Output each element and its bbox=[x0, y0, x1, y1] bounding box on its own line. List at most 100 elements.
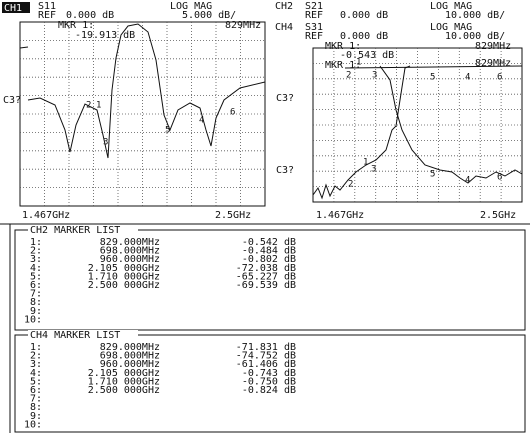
marker: 1 bbox=[356, 58, 361, 68]
marker: 5 bbox=[430, 73, 435, 83]
start-freq: 1.467GHz bbox=[22, 210, 70, 221]
scale: 5.000 dB/ bbox=[182, 10, 236, 21]
stop-freq: 2.5GHz bbox=[215, 210, 251, 221]
row-freq: 1.710 000GHz bbox=[88, 376, 160, 387]
channel: CH1 bbox=[4, 3, 22, 14]
row-freq: 698.000MHz bbox=[100, 351, 160, 362]
row-index: 2: bbox=[30, 351, 42, 362]
start-freq: 1.467GHz bbox=[316, 210, 364, 221]
row-index: 8: bbox=[30, 297, 42, 308]
marker-value: -19.913 dB bbox=[75, 30, 135, 41]
list-title: CH2 MARKER LIST bbox=[30, 225, 120, 236]
title-bg bbox=[28, 225, 138, 235]
format: LOG MAG bbox=[170, 1, 212, 12]
row-index: 4: bbox=[30, 263, 42, 274]
marker: 3 bbox=[372, 71, 377, 81]
s11-trace bbox=[19, 23, 266, 159]
row-freq: 960.000MHz bbox=[100, 254, 160, 265]
marker: 3 bbox=[103, 138, 108, 148]
row-freq: 2.500 000GHz bbox=[88, 385, 160, 396]
grid bbox=[313, 48, 522, 202]
row-index: 4: bbox=[30, 368, 42, 379]
row-index: 6: bbox=[30, 385, 42, 396]
row-value: -0.542 dB bbox=[242, 237, 296, 248]
row-value: -0.802 dB bbox=[242, 254, 296, 265]
marker-freq: 829MHz bbox=[475, 41, 511, 52]
row-freq: 698.000MHz bbox=[100, 246, 160, 257]
param: S11 bbox=[38, 1, 56, 12]
stop-freq: 2.5GHz bbox=[480, 210, 516, 221]
markers: 1 2 3 4 5 6 1 2 3 4 5 6 bbox=[346, 58, 502, 190]
row-freq: 2.500 000GHz bbox=[88, 280, 160, 291]
scale: 10.000 dB/ bbox=[445, 10, 505, 21]
row-value: -61.406 dB bbox=[236, 359, 296, 370]
list-frame bbox=[14, 229, 526, 331]
row-index: 3: bbox=[30, 254, 42, 265]
row-value: -72.038 dB bbox=[236, 263, 296, 274]
row-freq: 1.710 000GHz bbox=[88, 271, 160, 282]
row-freq: 2.105 000GHz bbox=[88, 263, 160, 274]
row-index: 7: bbox=[30, 394, 42, 405]
row-value: -0.484 dB bbox=[242, 246, 296, 257]
row-freq: 960.000MHz bbox=[100, 359, 160, 370]
marker: 4 bbox=[465, 176, 470, 186]
marker: 2 bbox=[86, 101, 91, 111]
channel: CH2 bbox=[275, 1, 293, 12]
marker: 1 bbox=[96, 101, 101, 111]
ref-label: REF bbox=[38, 10, 56, 21]
channel-badge bbox=[2, 2, 30, 13]
marker: 1 bbox=[363, 158, 368, 168]
row-index: 9: bbox=[30, 411, 42, 422]
title-bg bbox=[28, 330, 138, 340]
format: LOG MAG bbox=[430, 1, 472, 12]
marker: 5 bbox=[430, 170, 435, 180]
s21-trace bbox=[379, 65, 523, 184]
markers: 1 2 3 4 5 6 bbox=[86, 101, 235, 148]
row-index: 6: bbox=[30, 280, 42, 291]
row-value: -65.227 dB bbox=[236, 271, 296, 282]
side-label: C3? bbox=[3, 95, 21, 106]
list-frame bbox=[14, 334, 526, 433]
grid bbox=[20, 22, 265, 206]
scale: 10.000 dB/ bbox=[445, 31, 505, 42]
marker: 4 bbox=[199, 116, 204, 126]
row-index: 2: bbox=[30, 246, 42, 257]
marker: 6 bbox=[230, 108, 235, 118]
row-value: -69.539 dB bbox=[236, 280, 296, 291]
channel: CH4 bbox=[275, 22, 293, 33]
row-index: 5: bbox=[30, 376, 42, 387]
side-label: C3? bbox=[276, 165, 294, 176]
row-index: 1: bbox=[30, 237, 42, 248]
row-index: 8: bbox=[30, 402, 42, 413]
marker: 5 bbox=[165, 126, 170, 136]
row-index: 5: bbox=[30, 271, 42, 282]
row-index: 10: bbox=[24, 314, 42, 325]
row-value: -71.831 dB bbox=[236, 342, 296, 353]
ref: 0.000 dB bbox=[66, 10, 114, 21]
ref-label: REF bbox=[305, 31, 323, 42]
row-freq: 829.000MHz bbox=[100, 237, 160, 248]
row-value: -0.743 dB bbox=[242, 368, 296, 379]
marker: 2 bbox=[348, 180, 353, 190]
marker: 2 bbox=[346, 71, 351, 81]
ref: 0.000 dB bbox=[340, 10, 388, 21]
marker-label: MKR 1: bbox=[325, 41, 361, 52]
row-value: -74.752 dB bbox=[236, 351, 296, 362]
ref-label: REF bbox=[305, 10, 323, 21]
marker-freq: 829MHz bbox=[225, 20, 261, 31]
row-freq: 829.000MHz bbox=[100, 342, 160, 353]
row-index: 7: bbox=[30, 289, 42, 300]
s21-trace bbox=[344, 65, 523, 69]
marker: 4 bbox=[465, 73, 470, 83]
marker-label: MKR 1: bbox=[58, 20, 94, 31]
marker-value: -0.543 dB bbox=[340, 50, 394, 61]
format: LOG MAG bbox=[430, 22, 472, 33]
side-label: C3? bbox=[276, 93, 294, 104]
row-index: 9: bbox=[30, 306, 42, 317]
row-index: 3: bbox=[30, 359, 42, 370]
marker: 3 bbox=[371, 165, 376, 175]
row-value: -0.824 dB bbox=[242, 385, 296, 396]
list-title: CH4 MARKER LIST bbox=[30, 330, 120, 341]
